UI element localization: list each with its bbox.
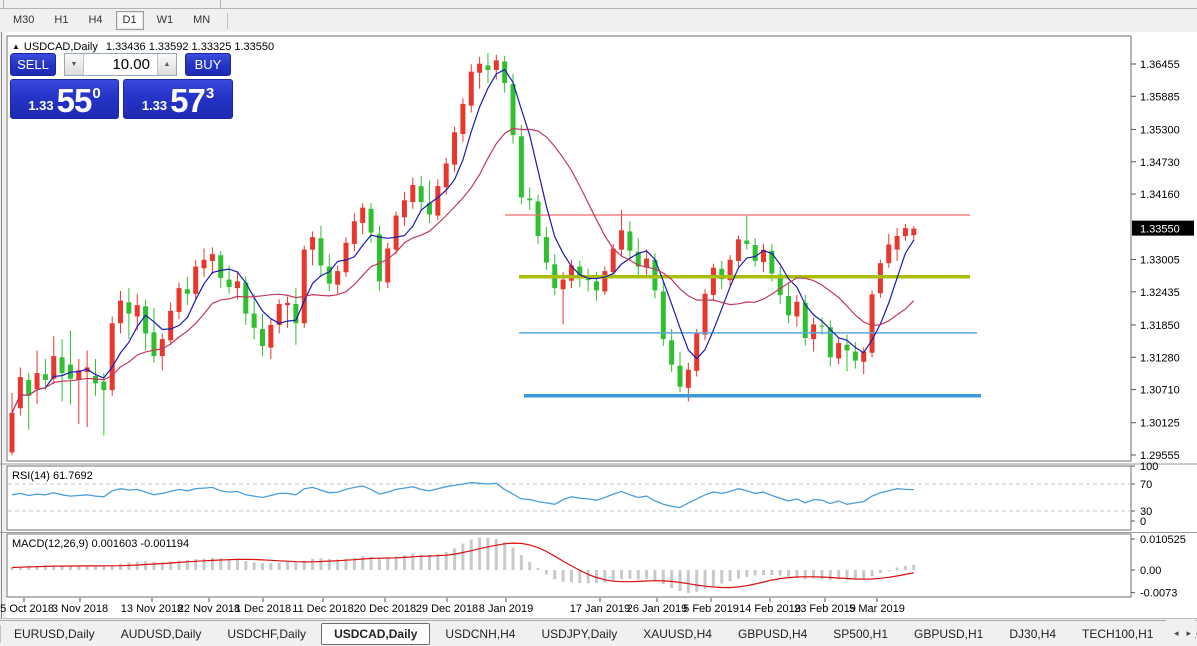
- tab-usdchf-daily[interactable]: USDCHF,Daily: [227, 627, 307, 641]
- buy-price-big: 57: [170, 82, 206, 119]
- volume-increase-button[interactable]: ▲: [157, 54, 176, 75]
- scroll-left-icon[interactable]: ◂: [1173, 627, 1179, 638]
- buy-button[interactable]: BUY: [185, 53, 231, 76]
- timeframe-button-w1[interactable]: W1: [156, 14, 174, 26]
- sell-price-prefix: 1.33: [28, 98, 54, 113]
- one-click-trading-panel: SELL ▼ ▲ BUY 1.33 55 0 1.33 57 3: [10, 53, 234, 119]
- toolbar-divider: [220, 0, 221, 8]
- chart-symbol-label: USDCAD,Daily: [23, 41, 98, 53]
- chart-title: ▲ USDCAD,Daily 1.33436 1.33592 1.33325 1.3…: [12, 41, 274, 53]
- chart-window[interactable]: [6, 32, 1197, 619]
- sell-price-box[interactable]: 1.33 55 0: [10, 79, 119, 119]
- sell-price-pip: 0: [92, 85, 101, 102]
- toolbar-divider: [3, 0, 4, 8]
- volume-decrease-button[interactable]: ▼: [65, 54, 84, 75]
- tab-usdcnh-h4[interactable]: USDCNH,H4: [445, 627, 516, 641]
- timeframe-button-m30[interactable]: M30: [13, 14, 35, 26]
- tab-eurusd-daily[interactable]: EURUSD,Daily: [14, 627, 95, 641]
- sell-button[interactable]: SELL: [10, 53, 56, 76]
- toolbar-separator: [227, 12, 229, 29]
- volume-input[interactable]: [84, 54, 157, 75]
- timeframe-button-h1[interactable]: H1: [54, 14, 69, 26]
- ohlc-low: 1.33325: [191, 41, 232, 53]
- ohlc-high: 1.33592: [148, 41, 189, 53]
- volume-stepper: ▼ ▲: [64, 53, 177, 76]
- ohlc-close: 1.33550: [234, 41, 275, 53]
- tab-dj30-h4[interactable]: DJ30,H4: [1009, 627, 1057, 641]
- tab-stub: [0, 625, 1, 643]
- tab-xauusd-h4[interactable]: XAUUSD,H4: [643, 627, 712, 641]
- buy-price-prefix: 1.33: [141, 98, 168, 113]
- chart-tab-bar: EURUSD,Daily AUDUSD,Daily USDCHF,Daily USDC…: [0, 620, 1197, 646]
- timeframe-button-mn[interactable]: MN: [193, 14, 211, 26]
- timeframe-button-d1[interactable]: D1: [115, 11, 144, 30]
- upper-toolbar-edge: [0, 0, 1197, 9]
- tab-sp500-h1[interactable]: SP500,H1: [833, 627, 888, 641]
- scroll-right-icon[interactable]: ▸: [1186, 627, 1191, 638]
- buy-price-box[interactable]: 1.33 57 3: [123, 79, 233, 119]
- collapse-arrow-icon[interactable]: ▲: [12, 42, 20, 51]
- tab-scroll-arrows: ◂ ▸: [1165, 620, 1195, 646]
- sell-price-big: 55: [56, 82, 93, 119]
- ohlc-open: 1.33436: [105, 41, 146, 53]
- buy-price-pip: 3: [205, 85, 215, 102]
- tab-usdjpy-daily[interactable]: USDJPY,Daily: [541, 627, 618, 641]
- tab-gbpusd-h1[interactable]: GBPUSD,H1: [914, 627, 984, 641]
- tab-usdcad-daily[interactable]: USDCAD,Daily: [321, 623, 431, 645]
- tab-tech100-h1[interactable]: TECH100,H1: [1082, 627, 1154, 641]
- tab-gbpusd-h4[interactable]: GBPUSD,H4: [737, 627, 808, 641]
- tab-audusd-daily[interactable]: AUDUSD,Daily: [120, 627, 202, 641]
- timeframe-toolbar: M30 H1 H4 D1 W1 MN: [0, 9, 1197, 32]
- timeframe-button-h4[interactable]: H4: [88, 14, 103, 26]
